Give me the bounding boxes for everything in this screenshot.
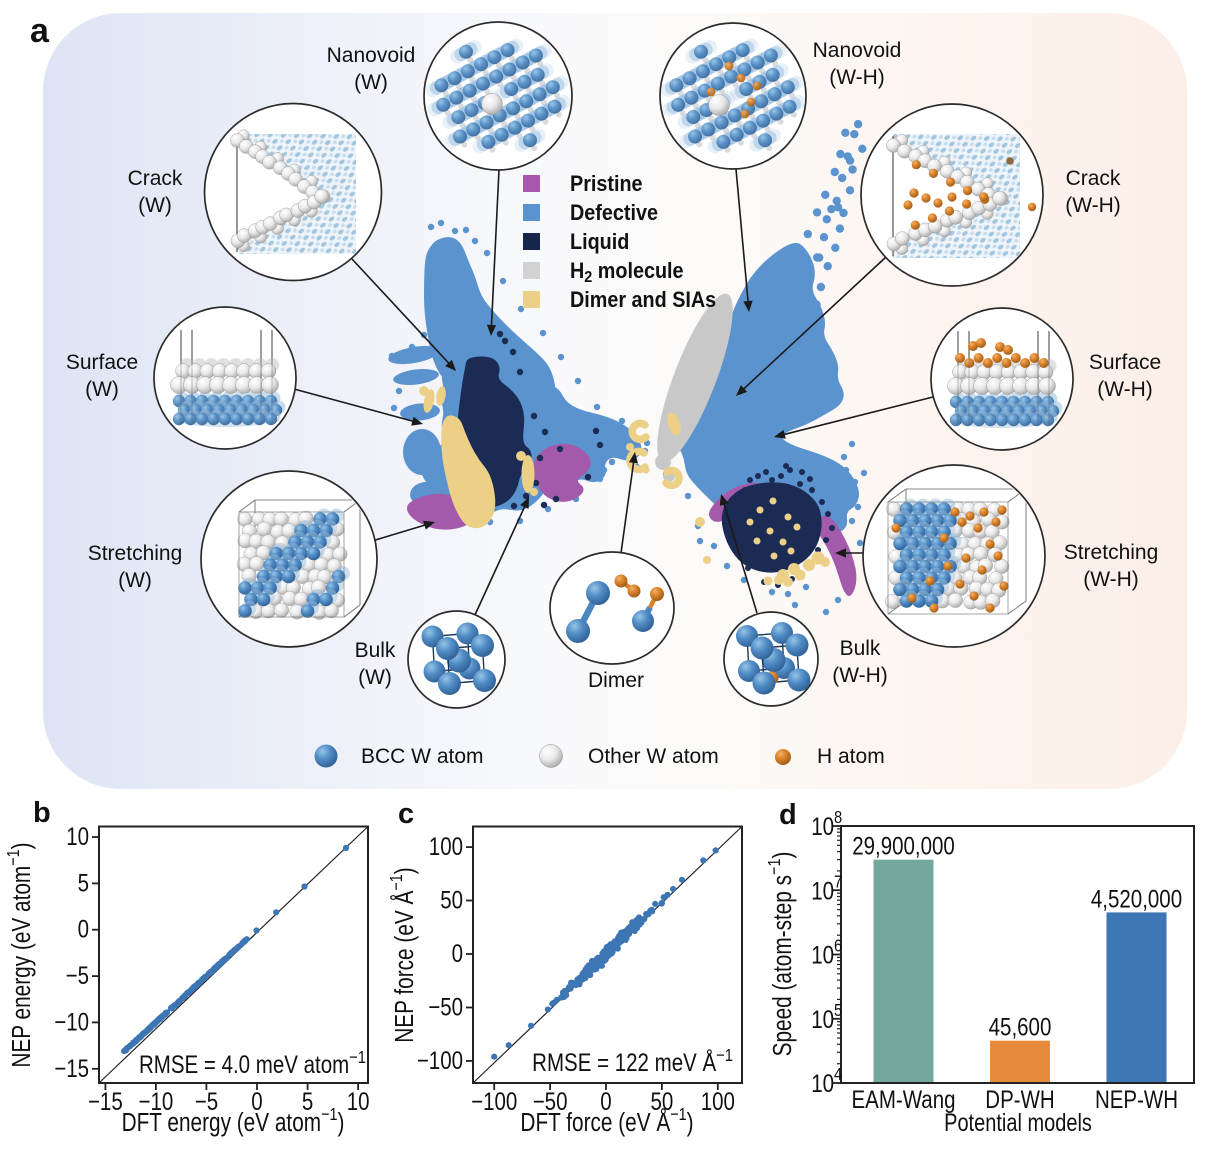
svg-text:100: 100 [429,832,463,860]
svg-text:0: 0 [251,1087,262,1115]
svg-text:29,900,000: 29,900,000 [852,832,955,860]
svg-text:EAM-Wang: EAM-Wang [851,1085,955,1113]
svg-text:(W): (W) [358,666,392,689]
svg-text:10: 10 [811,941,834,969]
svg-text:d: d [779,799,797,831]
svg-text:(W): (W) [354,71,388,94]
svg-text:H atom: H atom [817,745,885,768]
svg-text:10: 10 [347,1087,370,1115]
svg-text:50: 50 [650,1087,673,1115]
svg-text:6: 6 [834,936,842,956]
svg-text:RMSE = 4.0 meV atom−1: RMSE = 4.0 meV atom−1 [139,1048,366,1079]
svg-text:5: 5 [302,1087,313,1115]
svg-text:(W-H): (W-H) [1083,568,1139,591]
svg-text:DFT force (eV Å−1): DFT force (eV Å−1) [520,1105,693,1137]
svg-text:(W-H): (W-H) [832,664,888,687]
svg-text:(W): (W) [85,378,119,401]
svg-text:5: 5 [834,1000,842,1020]
svg-text:−10: −10 [54,1007,89,1035]
svg-text:0: 0 [78,915,89,943]
svg-text:10: 10 [66,822,89,850]
svg-text:Surface: Surface [66,351,138,374]
svg-text:NEP energy (eV atom−1): NEP energy (eV atom−1) [4,842,36,1067]
svg-text:−5: −5 [195,1087,218,1115]
svg-text:−15: −15 [54,1054,89,1082]
svg-text:−100: −100 [471,1087,517,1115]
svg-text:50: 50 [440,886,463,914]
svg-text:0: 0 [452,939,463,967]
svg-text:a: a [30,12,50,50]
svg-text:4: 4 [834,1065,842,1085]
svg-text:Speed (atom-step s−1): Speed (atom-step s−1) [765,852,797,1057]
svg-text:Stretching: Stretching [88,542,183,565]
svg-text:−50: −50 [533,1087,568,1115]
svg-text:Liquid: Liquid [570,230,629,254]
svg-text:Bulk: Bulk [355,639,396,662]
svg-text:Stretching: Stretching [1064,541,1159,564]
svg-text:Defective: Defective [570,201,658,225]
svg-text:10: 10 [811,1069,834,1097]
svg-text:RMSE = 122 meV Å−1: RMSE = 122 meV Å−1 [532,1046,733,1077]
svg-text:c: c [398,798,414,830]
svg-text:Surface: Surface [1089,351,1161,374]
svg-text:0: 0 [600,1087,611,1115]
svg-text:5: 5 [78,868,89,896]
svg-text:b: b [33,797,51,829]
svg-text:DP-WH: DP-WH [985,1085,1054,1113]
svg-text:Nanovoid: Nanovoid [327,44,416,67]
svg-text:Other W atom: Other W atom [588,745,719,768]
svg-text:4,520,000: 4,520,000 [1091,884,1182,912]
svg-text:NEP force (eV Å−1): NEP force (eV Å−1) [387,867,419,1042]
svg-text:(W-H): (W-H) [1097,378,1153,401]
svg-text:(W): (W) [138,194,172,217]
svg-text:−10: −10 [139,1087,174,1115]
svg-text:Potential models: Potential models [944,1109,1092,1137]
svg-text:Dimer and SIAs: Dimer and SIAs [570,288,716,312]
svg-text:NEP-WH: NEP-WH [1095,1085,1178,1113]
svg-text:100: 100 [701,1087,735,1115]
svg-text:−15: −15 [88,1087,123,1115]
svg-text:Crack: Crack [1066,167,1121,190]
svg-text:7: 7 [834,872,842,892]
svg-text:(W-H): (W-H) [829,66,885,89]
svg-text:−100: −100 [417,1046,463,1074]
svg-text:10: 10 [811,876,834,904]
svg-text:Pristine: Pristine [570,172,643,196]
svg-text:Nanovoid: Nanovoid [813,39,902,62]
svg-text:−50: −50 [428,992,463,1020]
svg-text:10: 10 [811,812,834,840]
svg-text:(W): (W) [118,569,152,592]
svg-text:Dimer: Dimer [588,669,644,692]
svg-text:10: 10 [811,1005,834,1033]
svg-text:45,600: 45,600 [989,1013,1052,1041]
svg-text:8: 8 [834,808,842,828]
svg-text:(W-H): (W-H) [1065,194,1121,217]
svg-text:DFT energy (eV atom−1): DFT energy (eV atom−1) [122,1105,345,1137]
svg-text:Bulk: Bulk [840,637,881,660]
svg-text:BCC W atom: BCC W atom [361,745,484,768]
svg-text:−5: −5 [66,961,89,989]
svg-text:Crack: Crack [128,167,183,190]
